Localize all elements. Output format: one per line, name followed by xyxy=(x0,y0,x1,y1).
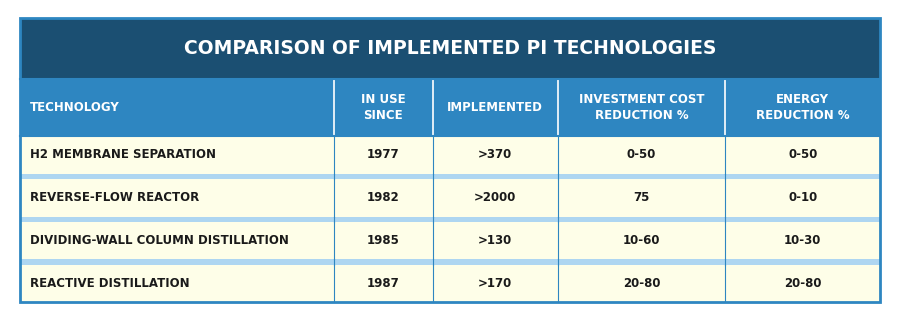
Text: 1985: 1985 xyxy=(367,234,400,247)
Text: REVERSE-FLOW REACTOR: REVERSE-FLOW REACTOR xyxy=(30,191,200,204)
Text: >130: >130 xyxy=(478,234,512,247)
Text: TECHNOLOGY: TECHNOLOGY xyxy=(30,101,120,114)
FancyBboxPatch shape xyxy=(20,173,880,179)
Text: IN USE
SINCE: IN USE SINCE xyxy=(361,93,406,122)
Text: H2 MEMBRANE SEPARATION: H2 MEMBRANE SEPARATION xyxy=(30,148,216,161)
Text: INVESTMENT COST
REDUCTION %: INVESTMENT COST REDUCTION % xyxy=(579,93,704,122)
FancyBboxPatch shape xyxy=(20,265,880,302)
Text: IMPLEMENTED: IMPLEMENTED xyxy=(447,101,543,114)
FancyBboxPatch shape xyxy=(20,79,880,136)
Text: 1987: 1987 xyxy=(367,277,400,290)
Text: ENERGY
REDUCTION %: ENERGY REDUCTION % xyxy=(756,93,850,122)
Text: 10-30: 10-30 xyxy=(784,234,822,247)
FancyBboxPatch shape xyxy=(20,217,880,222)
FancyBboxPatch shape xyxy=(20,222,880,260)
FancyBboxPatch shape xyxy=(20,18,880,79)
Text: 75: 75 xyxy=(634,191,650,204)
Text: REACTIVE DISTILLATION: REACTIVE DISTILLATION xyxy=(30,277,190,290)
FancyBboxPatch shape xyxy=(20,179,880,217)
Text: DIVIDING-WALL COLUMN DISTILLATION: DIVIDING-WALL COLUMN DISTILLATION xyxy=(30,234,289,247)
FancyBboxPatch shape xyxy=(20,260,880,265)
Text: 1982: 1982 xyxy=(367,191,400,204)
Text: COMPARISON OF IMPLEMENTED PI TECHNOLOGIES: COMPARISON OF IMPLEMENTED PI TECHNOLOGIE… xyxy=(184,39,716,58)
Text: 0-50: 0-50 xyxy=(626,148,656,161)
Text: 1977: 1977 xyxy=(367,148,400,161)
Text: 20-80: 20-80 xyxy=(784,277,822,290)
Text: >370: >370 xyxy=(478,148,512,161)
FancyBboxPatch shape xyxy=(20,136,880,173)
Text: 10-60: 10-60 xyxy=(623,234,661,247)
Text: 0-10: 0-10 xyxy=(788,191,817,204)
FancyBboxPatch shape xyxy=(20,18,880,302)
Text: 20-80: 20-80 xyxy=(623,277,661,290)
Text: 0-50: 0-50 xyxy=(788,148,817,161)
Text: >2000: >2000 xyxy=(474,191,517,204)
Text: >170: >170 xyxy=(478,277,512,290)
